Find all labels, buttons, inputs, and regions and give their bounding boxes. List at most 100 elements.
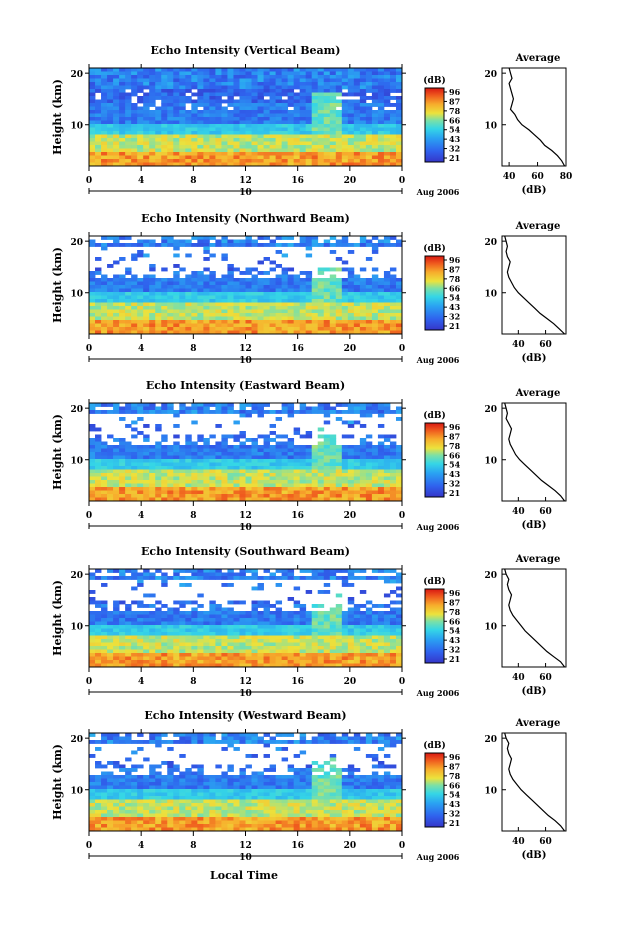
heatmap-cell xyxy=(101,615,107,619)
heatmap-cell xyxy=(246,114,252,118)
heatmap-cell xyxy=(378,463,384,467)
heatmap-cell xyxy=(366,121,372,125)
heatmap-cell xyxy=(185,152,191,156)
heatmap-cell xyxy=(107,79,113,83)
heatmap-cell xyxy=(119,442,125,446)
heatmap-cell xyxy=(221,313,227,317)
heatmap-cell xyxy=(366,324,372,328)
heatmap-cell xyxy=(239,79,245,83)
heatmap-cell xyxy=(149,639,155,643)
heatmap-cell xyxy=(119,573,125,577)
heatmap-cell xyxy=(191,407,197,411)
heatmap-cell xyxy=(390,580,396,584)
heatmap-cell xyxy=(324,480,330,484)
heatmap-cell xyxy=(300,604,306,608)
heatmap-cell xyxy=(209,484,215,488)
heatmap-cell xyxy=(215,145,221,149)
heatmap-cell xyxy=(143,646,149,650)
heatmap-cell xyxy=(336,324,342,328)
heatmap-cell xyxy=(264,107,270,111)
heatmap-cell xyxy=(288,306,294,310)
heatmap-cell xyxy=(318,138,324,142)
heatmap-cell xyxy=(264,243,270,247)
heatmap-cell xyxy=(348,278,354,282)
heatmap-cell xyxy=(191,449,197,453)
heatmap-cell xyxy=(324,317,330,321)
heatmap-cell xyxy=(378,449,384,453)
heatmap-cell xyxy=(209,473,215,477)
heatmap-cell xyxy=(306,466,312,470)
heatmap-cell xyxy=(155,89,161,93)
heatmap-cell xyxy=(330,131,336,135)
heatmap-cell xyxy=(185,278,191,282)
heatmap-cell xyxy=(131,601,137,605)
heatmap-cell xyxy=(131,639,137,643)
heatmap-cell xyxy=(312,128,318,132)
heatmap-cell xyxy=(282,410,288,414)
heatmap-cell xyxy=(125,650,131,654)
heatmap-cell xyxy=(390,639,396,643)
heatmap-cell xyxy=(131,573,137,577)
heatmap-cell xyxy=(372,604,378,608)
heatmap-cell xyxy=(191,657,197,661)
heatmap-cell xyxy=(233,121,239,125)
heatmap-cell xyxy=(306,569,312,573)
heatmap-cell xyxy=(276,657,282,661)
heatmap-cell xyxy=(366,657,372,661)
heatmap-cell xyxy=(95,456,101,460)
heatmap-cell xyxy=(306,320,312,324)
heatmap-cell xyxy=(191,456,197,460)
heatmap-cell xyxy=(264,491,270,495)
heatmap-cell xyxy=(288,100,294,104)
heatmap-cell xyxy=(113,403,119,407)
heatmap-cell xyxy=(107,449,113,453)
heatmap-cell xyxy=(227,142,233,146)
heatmap-cell xyxy=(348,306,354,310)
heatmap-cell xyxy=(384,313,390,317)
heatmap-cell xyxy=(270,491,276,495)
heatmap-cell xyxy=(354,576,360,580)
heatmap-cell xyxy=(276,470,282,474)
heatmap-cell xyxy=(149,82,155,86)
heatmap-cell xyxy=(312,303,318,307)
heatmap-cell xyxy=(215,660,221,664)
heatmap-cell xyxy=(155,424,161,428)
heatmap-cell xyxy=(258,470,264,474)
heatmap-cell xyxy=(233,285,239,289)
heatmap-cell xyxy=(233,124,239,128)
heatmap-cell xyxy=(215,403,221,407)
heatmap-cell xyxy=(89,643,95,647)
heatmap-cell xyxy=(131,470,137,474)
heatmap-cell xyxy=(107,740,113,744)
heatmap-cell xyxy=(197,594,203,598)
heatmap-cell xyxy=(330,576,336,580)
heatmap-cell xyxy=(342,303,348,307)
heatmap-cell xyxy=(95,75,101,79)
heatmap-cell xyxy=(203,275,209,279)
heatmap-cell xyxy=(179,135,185,139)
heatmap-cell xyxy=(330,299,336,303)
heatmap-cell xyxy=(101,452,107,456)
heatmap-cell xyxy=(324,285,330,289)
heatmap-cell xyxy=(101,611,107,615)
heatmap-cell xyxy=(396,278,402,282)
heatmap-cell xyxy=(107,473,113,477)
heatmap-cell xyxy=(107,477,113,481)
heatmap-cell xyxy=(360,131,366,135)
heatmap-cell xyxy=(258,653,264,657)
heatmap-cell xyxy=(131,282,137,286)
heatmap-cell xyxy=(270,96,276,100)
heatmap-cell xyxy=(276,491,282,495)
heatmap-cell xyxy=(173,324,179,328)
heatmap-cell xyxy=(270,653,276,657)
heatmap-cell xyxy=(119,459,125,463)
heatmap-cell xyxy=(179,278,185,282)
heatmap-cell xyxy=(221,653,227,657)
profile-x-label: (dB) xyxy=(522,185,547,196)
heatmap-cell xyxy=(348,296,354,300)
profile-title: Average xyxy=(515,554,561,565)
heatmap-cell xyxy=(372,103,378,107)
heatmap-cell xyxy=(282,145,288,149)
heatmap-cell xyxy=(378,414,384,418)
heatmap-cell xyxy=(372,93,378,97)
